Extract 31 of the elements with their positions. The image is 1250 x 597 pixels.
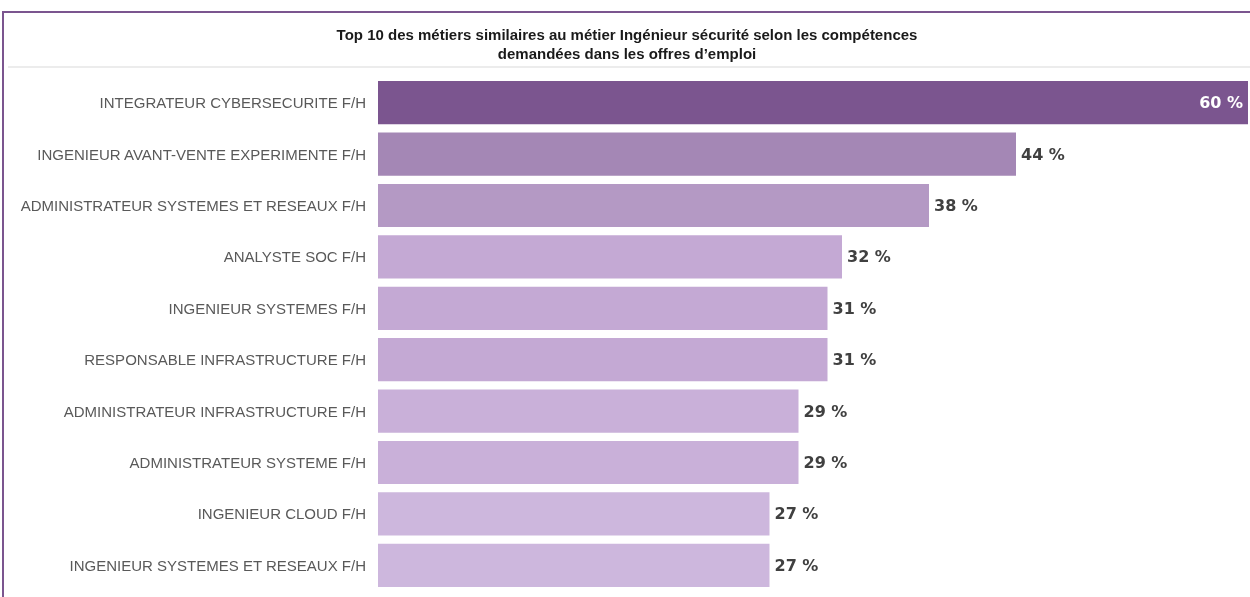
- data-label: 29 %: [803, 401, 848, 421]
- y-tick-label: ADMINISTRATEUR SYSTEME F/H: [129, 454, 366, 471]
- y-tick-label: INGENIEUR SYSTEMES ET RESEAUX F/H: [69, 556, 366, 574]
- bar: [378, 492, 770, 536]
- y-tick-label: INGENIEUR AVANT-VENTE EXPERIMENTE F/H: [37, 145, 366, 163]
- y-tick-label: INGENIEUR SYSTEMES F/H: [168, 299, 366, 317]
- data-label: 38 %: [934, 196, 978, 215]
- data-label: 31 %: [832, 350, 877, 370]
- bar: [378, 81, 1248, 125]
- bar: [378, 338, 828, 382]
- chart-title: Top 10 des métiers similaires au métier Ingénieur sécurité selon les compétences demandées dans les offres d’emploi: [336, 26, 918, 62]
- data-label: 27 %: [774, 504, 819, 524]
- data-label: 27 %: [774, 555, 819, 575]
- bar: [378, 183, 929, 228]
- data-label: 29 %: [803, 453, 848, 472]
- y-tick-label: RESPONSABLE INFRASTRUCTURE F/H: [84, 351, 366, 369]
- y-tick-label: INTEGRATEUR CYBERSECURITE F/H: [99, 94, 366, 112]
- bar: [378, 389, 799, 433]
- y-tick-label: ADMINISTRATEUR SYSTEMES ET RESEAUX F/H: [20, 197, 366, 214]
- bar: [378, 543, 770, 587]
- bar: [378, 132, 1016, 176]
- y-tick-label: INGENIEUR CLOUD F/H: [197, 505, 366, 523]
- data-label: 44 %: [1021, 144, 1065, 164]
- data-label: 32 %: [847, 247, 891, 267]
- y-tick-label: ANALYSTE SOC F/H: [223, 248, 366, 266]
- bar: [378, 235, 842, 279]
- y-tick-label: ADMINISTRATEUR INFRASTRUCTURE F/H: [63, 402, 366, 420]
- bar: [378, 440, 799, 485]
- data-label: 31 %: [832, 298, 877, 318]
- bar: [378, 286, 828, 330]
- data-label: 60 %: [1199, 93, 1243, 113]
